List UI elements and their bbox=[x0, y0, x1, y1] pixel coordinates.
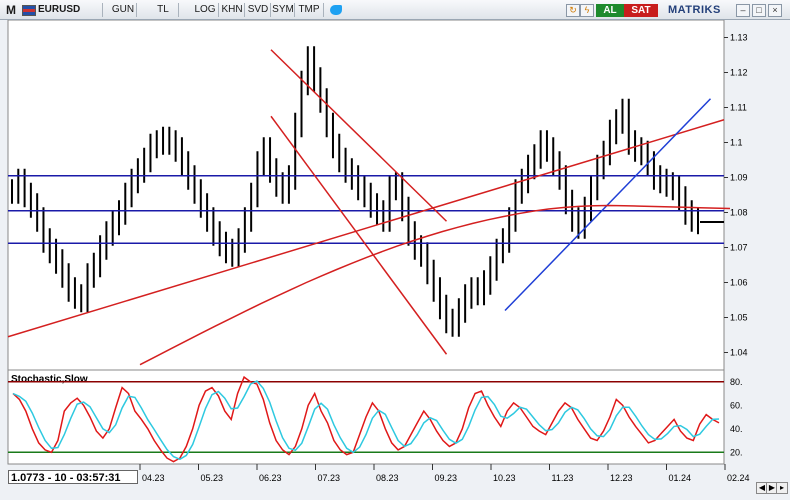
trend-line bbox=[270, 115, 448, 355]
price-tick-label: 1.05 bbox=[730, 313, 748, 323]
stochastic-k-line bbox=[12, 375, 720, 463]
close-button[interactable]: × bbox=[768, 4, 782, 17]
stochastic-tick-label: 60. bbox=[730, 400, 743, 410]
stochastic-d-line bbox=[12, 380, 720, 461]
toolbar: M EURUSD GUN TL LOG KHN SVD SYM TMP ↻ ϟ … bbox=[0, 0, 790, 20]
price-tick-label: 1.13 bbox=[730, 33, 748, 43]
twitter-icon[interactable] bbox=[330, 5, 342, 15]
x-tick-label: 07.23 bbox=[318, 473, 341, 483]
stochastic-tick-label: 40. bbox=[730, 424, 743, 434]
sell-button[interactable]: SAT bbox=[624, 4, 658, 17]
price-tick-label: 1.08 bbox=[730, 208, 748, 218]
price-tick-label: 1.1 bbox=[730, 138, 743, 148]
trend-line bbox=[504, 98, 712, 312]
log-scale-button[interactable]: LOG bbox=[192, 3, 219, 17]
x-axis: 04.23 05.23 06.23 07.23 08.23 09.23 10.23 11.23… bbox=[139, 464, 750, 483]
sym-button[interactable]: SYM bbox=[272, 3, 295, 17]
maximize-button[interactable]: □ bbox=[752, 4, 766, 17]
price-readout: 1.0773 - 10 - 03:57:31 bbox=[8, 470, 138, 484]
period-daily-button[interactable]: GUN bbox=[110, 3, 137, 17]
x-tick-label: 12.23 bbox=[610, 473, 633, 483]
flag-icon bbox=[22, 5, 36, 16]
x-tick-label: 10.23 bbox=[493, 473, 516, 483]
x-tick-label: 09.23 bbox=[435, 473, 458, 483]
price-lines bbox=[7, 49, 731, 366]
khn-button[interactable]: KHN bbox=[220, 3, 245, 17]
price-axis: 1.13 1.12 1.11 1.1 1.09 1.08 1.07 1.06 1.05 1.04 bbox=[724, 33, 748, 358]
price-tick-label: 1.11 bbox=[730, 103, 747, 113]
price-panel[interactable] bbox=[7, 20, 725, 371]
x-tick-label: 08.23 bbox=[376, 473, 399, 483]
minimize-button[interactable]: – bbox=[736, 4, 750, 17]
moving-average-line bbox=[139, 204, 731, 366]
stochastic-tick-label: 80. bbox=[730, 377, 743, 387]
template-button[interactable]: TMP bbox=[295, 3, 324, 17]
x-tick-label: 11.23 bbox=[552, 473, 574, 483]
price-tick-label: 1.07 bbox=[730, 243, 748, 253]
x-tick-label: 05.23 bbox=[201, 473, 224, 483]
x-tick-label: 02.24 bbox=[727, 473, 750, 483]
buy-button[interactable]: AL bbox=[596, 4, 624, 17]
scroll-right-icon[interactable]: ▶ bbox=[766, 482, 778, 494]
trend-line bbox=[7, 119, 725, 338]
zoom-icon[interactable]: ▸ bbox=[776, 482, 788, 494]
x-tick-label: 06.23 bbox=[259, 473, 282, 483]
symbol-selector[interactable]: EURUSD bbox=[38, 3, 103, 17]
refresh-icon[interactable]: ↻ bbox=[566, 4, 580, 17]
stochastic-axis: 80. 60. 40. 20. bbox=[730, 377, 743, 458]
price-tick-label: 1.04 bbox=[730, 348, 748, 358]
lightning-icon[interactable]: ϟ bbox=[580, 4, 594, 17]
price-bars bbox=[11, 46, 699, 337]
price-tick-label: 1.06 bbox=[730, 278, 748, 288]
svd-button[interactable]: SVD bbox=[246, 3, 271, 17]
stochastic-lines bbox=[8, 375, 724, 463]
x-tick-label: 04.23 bbox=[142, 473, 165, 483]
chart-area[interactable]: 1.131.121.111.11.091.081.071.061.051.04 … bbox=[0, 20, 790, 500]
x-tick-label: 01.24 bbox=[669, 473, 692, 483]
currency-tl-button[interactable]: TL bbox=[148, 3, 179, 17]
stochastic-title: Stochastic,Slow bbox=[11, 374, 88, 385]
app-logo: M bbox=[6, 3, 16, 17]
price-tick-label: 1.12 bbox=[730, 68, 748, 78]
brand-logo: MATRIKS bbox=[668, 4, 721, 16]
trend-line bbox=[270, 49, 448, 222]
stochastic-tick-label: 20. bbox=[730, 447, 743, 457]
price-tick-label: 1.09 bbox=[730, 173, 748, 183]
